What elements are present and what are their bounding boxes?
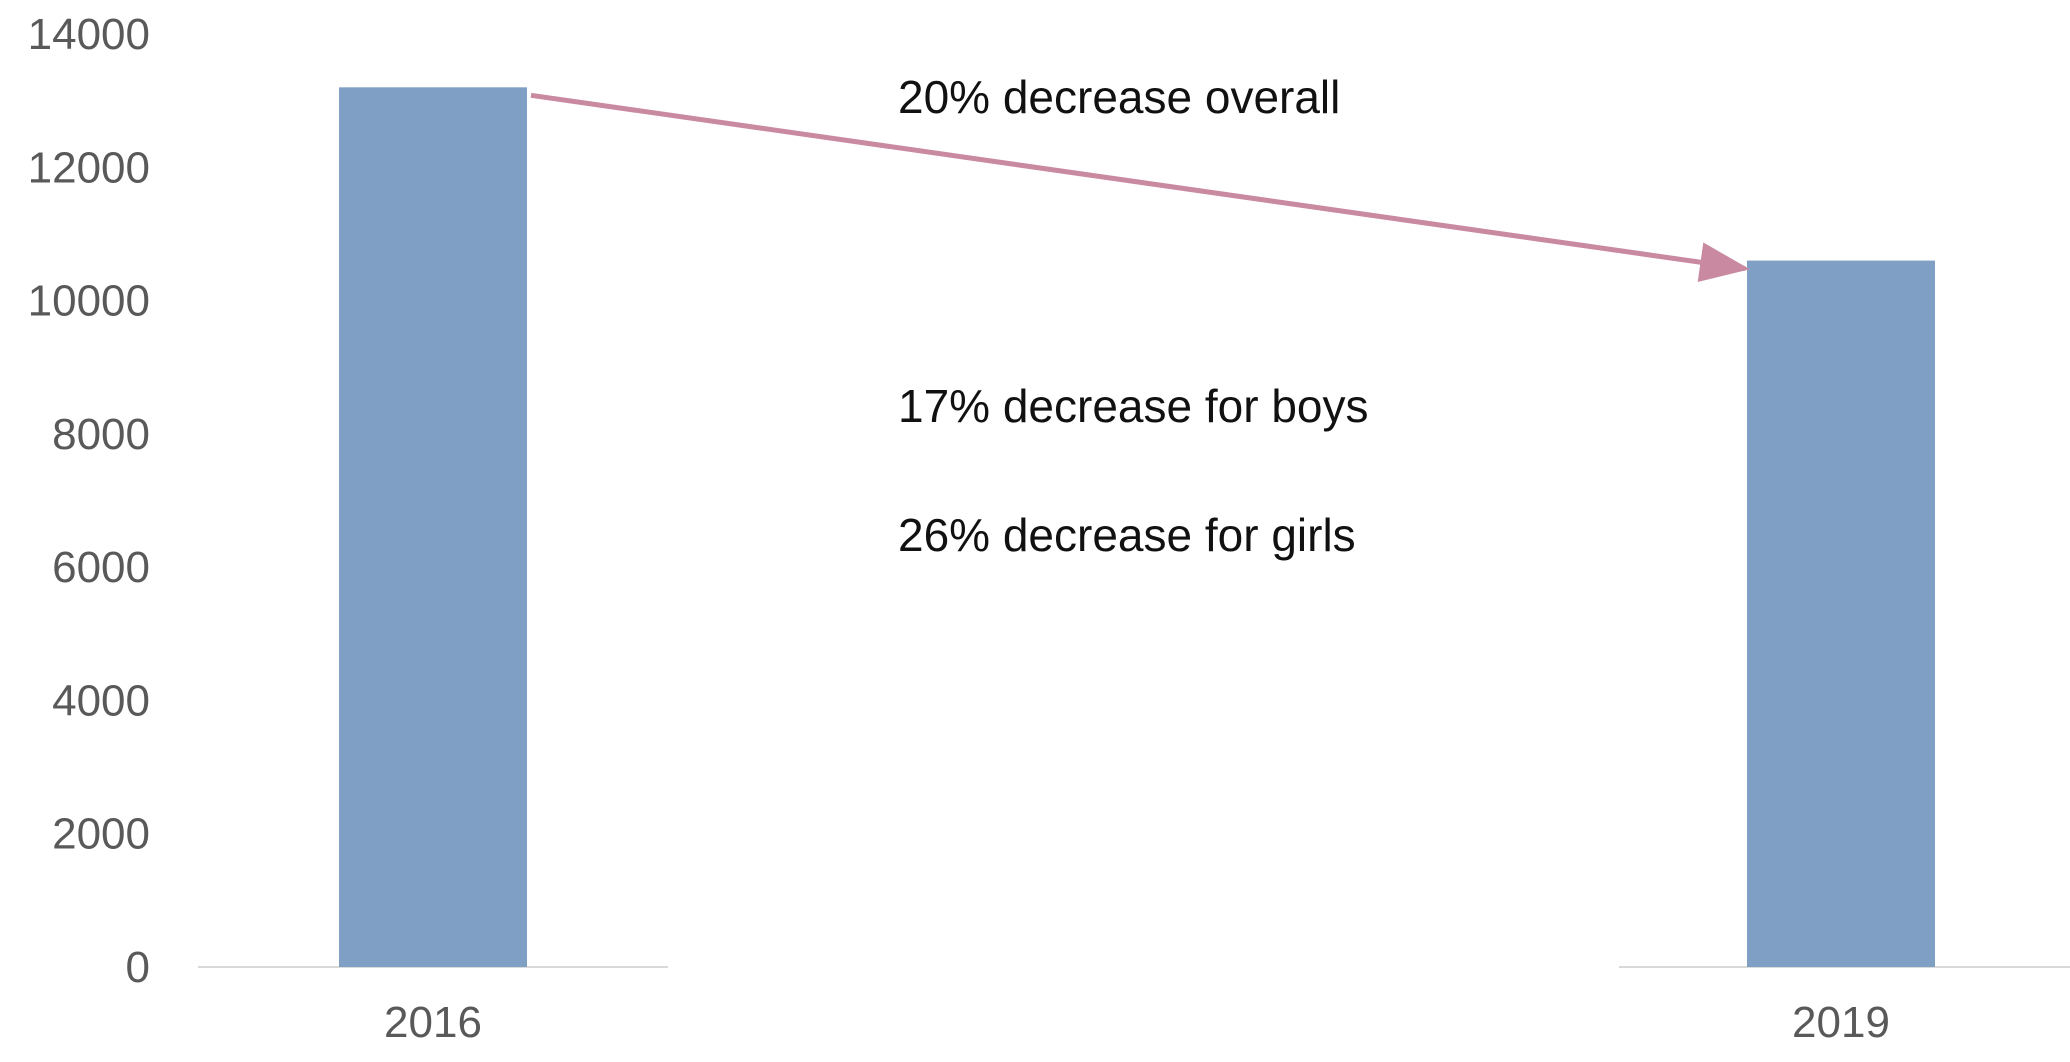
y-tick-label: 12000: [28, 143, 150, 192]
annotation-overall: 20% decrease overall: [898, 71, 1340, 123]
annotation-layer: 20% decrease overall 17% decrease for bo…: [530, 71, 1750, 561]
y-tick-label: 0: [126, 943, 150, 992]
decrease-arrow: [530, 92, 1750, 283]
x-tick-label: 2019: [1792, 998, 1890, 1047]
annotation-boys: 17% decrease for boys: [898, 380, 1369, 432]
bar-2019: [1747, 260, 1935, 968]
y-tick-label: 2000: [52, 810, 150, 859]
bar-2016: [339, 87, 527, 968]
y-tick-label: 10000: [28, 277, 150, 326]
axis-layer: 0 2000 4000 6000 8000 10000 12000 14000 2016 2019: [28, 10, 2070, 1047]
y-tick-label: 14000: [28, 10, 150, 59]
y-tick-label: 6000: [52, 543, 150, 592]
x-tick-label: 2016: [384, 998, 482, 1047]
y-tick-label: 8000: [52, 410, 150, 459]
y-tick-label: 4000: [52, 676, 150, 725]
annotation-girls: 26% decrease for girls: [898, 509, 1356, 561]
bar-layer: [339, 87, 1935, 968]
